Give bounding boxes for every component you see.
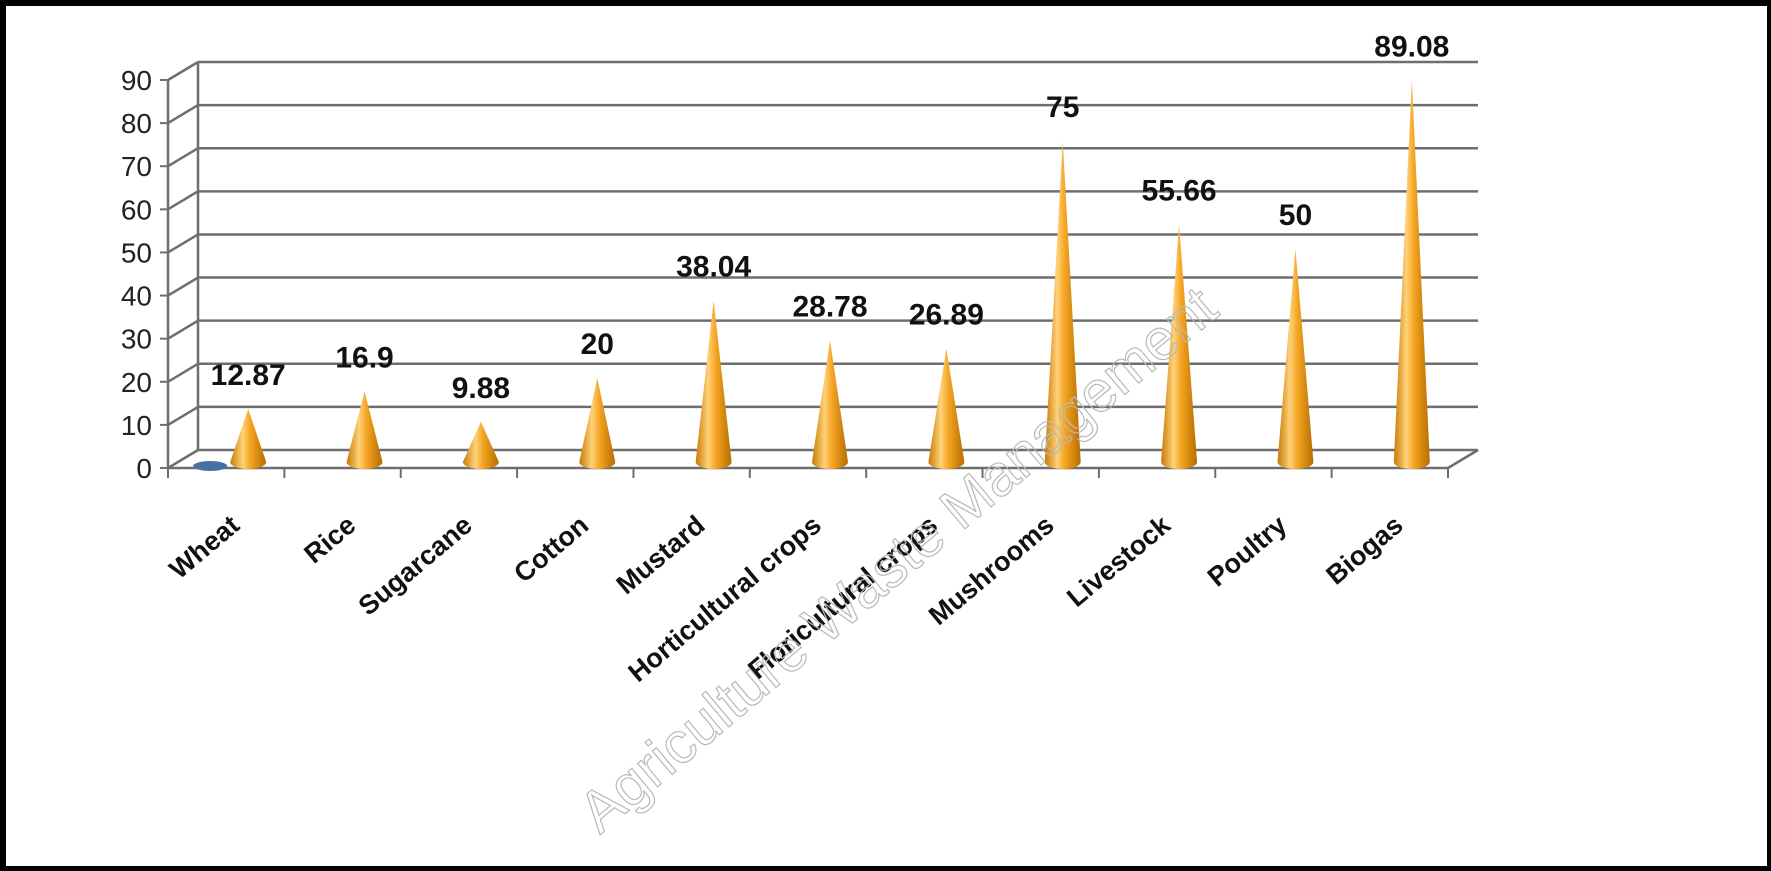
data-label: 26.89 (909, 298, 984, 331)
y-tick-label: 0 (136, 453, 152, 484)
cone-body (462, 421, 499, 469)
y-tick-label: 80 (121, 108, 152, 139)
wheat-marker (193, 461, 228, 471)
gridline-side (167, 104, 199, 125)
floor-right-edge (1447, 448, 1479, 470)
cone-bar (695, 300, 732, 469)
cone-body (812, 340, 848, 469)
gridline-side (167, 190, 199, 211)
gridline-side (167, 405, 199, 426)
cone-body (230, 408, 267, 469)
gridline-side (167, 276, 199, 297)
x-tick-label: Rice (298, 510, 361, 570)
gridline-side (167, 233, 199, 254)
data-label: 20 (581, 328, 614, 361)
cone-body (1161, 224, 1198, 469)
x-tick-label: Wheat (164, 510, 245, 585)
cone-bar (1393, 80, 1430, 470)
gridline-side (167, 60, 199, 82)
gridline-side (167, 362, 199, 383)
data-label: 28.78 (792, 290, 867, 323)
x-tick-label: Cotton (508, 510, 594, 589)
gridlines (167, 60, 1478, 470)
cone-bar (462, 421, 499, 469)
data-label: 9.88 (452, 372, 510, 405)
x-tick-label: Biogas (1320, 510, 1408, 591)
y-tick-label: 10 (121, 410, 152, 441)
gridline-side (167, 319, 199, 340)
cone-body (695, 300, 732, 469)
gridline-side (167, 147, 199, 168)
cone-bar (812, 340, 848, 469)
data-label: 89.08 (1374, 30, 1449, 63)
cone-bar (928, 348, 965, 469)
data-label: 38.04 (676, 250, 751, 283)
y-tick-label: 30 (121, 324, 152, 355)
cone-bar (1161, 224, 1198, 469)
y-tick-label: 90 (121, 65, 152, 96)
y-tick-label: 60 (121, 194, 152, 225)
cone-body (928, 348, 965, 469)
x-tick-label: Sugarcane (353, 510, 478, 622)
cone-body (579, 378, 616, 469)
data-label: 55.66 (1142, 174, 1217, 207)
data-label: 12.87 (211, 359, 286, 392)
cone-bar (1277, 248, 1314, 469)
cone-body (1044, 141, 1081, 470)
cones (193, 80, 1430, 471)
cone-bar (579, 378, 616, 469)
data-labels: 12.87 16.9 9.88 20 38.04 28.78 26.89 75 55.66 50 8… (211, 30, 1450, 404)
cone-bar (346, 391, 383, 469)
y-tick-label: 20 (121, 367, 152, 398)
cone-bar (230, 408, 267, 469)
axes (160, 62, 1479, 478)
data-label: 16.9 (335, 342, 393, 375)
cone-body (1393, 80, 1430, 470)
cone-body (1277, 248, 1314, 469)
x-tick-label: Poultry (1202, 510, 1293, 593)
data-label: 50 (1279, 199, 1312, 232)
cone-body (346, 391, 383, 469)
data-label: 75 (1046, 91, 1079, 124)
y-tick-label: 50 (121, 237, 152, 268)
y-axis-ticks: 0 10 20 30 40 50 60 70 80 90 (121, 65, 152, 484)
x-tick-label: Mustard (611, 510, 711, 600)
gridline-side (167, 448, 199, 470)
x-tick-label: Livestock (1061, 509, 1176, 613)
cone-bar (1044, 141, 1081, 470)
y-tick-label: 70 (121, 151, 152, 182)
y-tick-label: 40 (121, 281, 152, 312)
